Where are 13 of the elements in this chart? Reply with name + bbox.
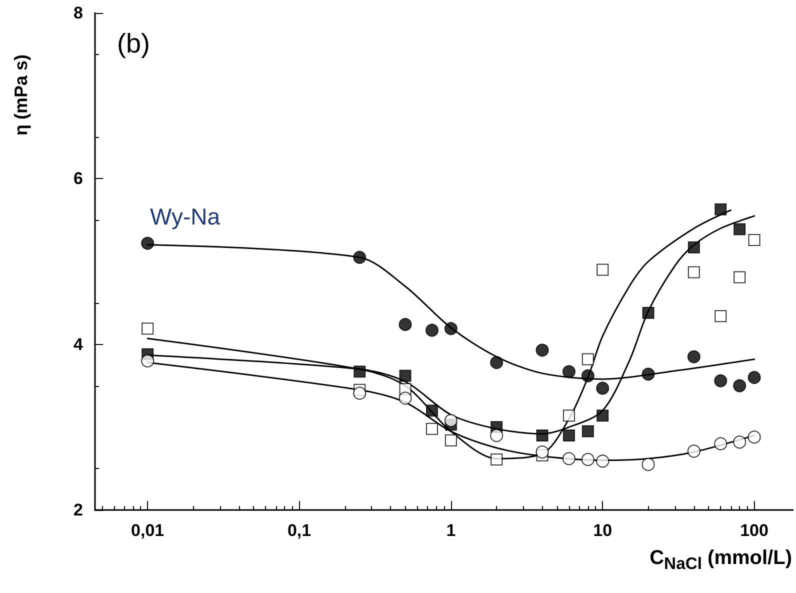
annotation: (b) [117,28,150,58]
y-tick-label: 2 [74,500,83,520]
annotation: Wy-Na [150,204,220,230]
x-axis-title: C$_{NaCl}$ (mmol/L) [650,547,792,574]
y-axis-title: η (mPa s) [11,54,31,136]
x-tick-label: 0,1 [287,521,312,540]
x-tick-label: 1 [446,521,456,540]
y-tick-label: 6 [74,169,83,188]
x-tick-label: 100 [740,521,768,540]
x-tick-label: 10 [593,521,612,540]
y-tick-label: 8 [74,4,83,22]
y-tick-label: 4 [74,334,84,354]
x-tick-label: 0,01 [131,521,164,540]
